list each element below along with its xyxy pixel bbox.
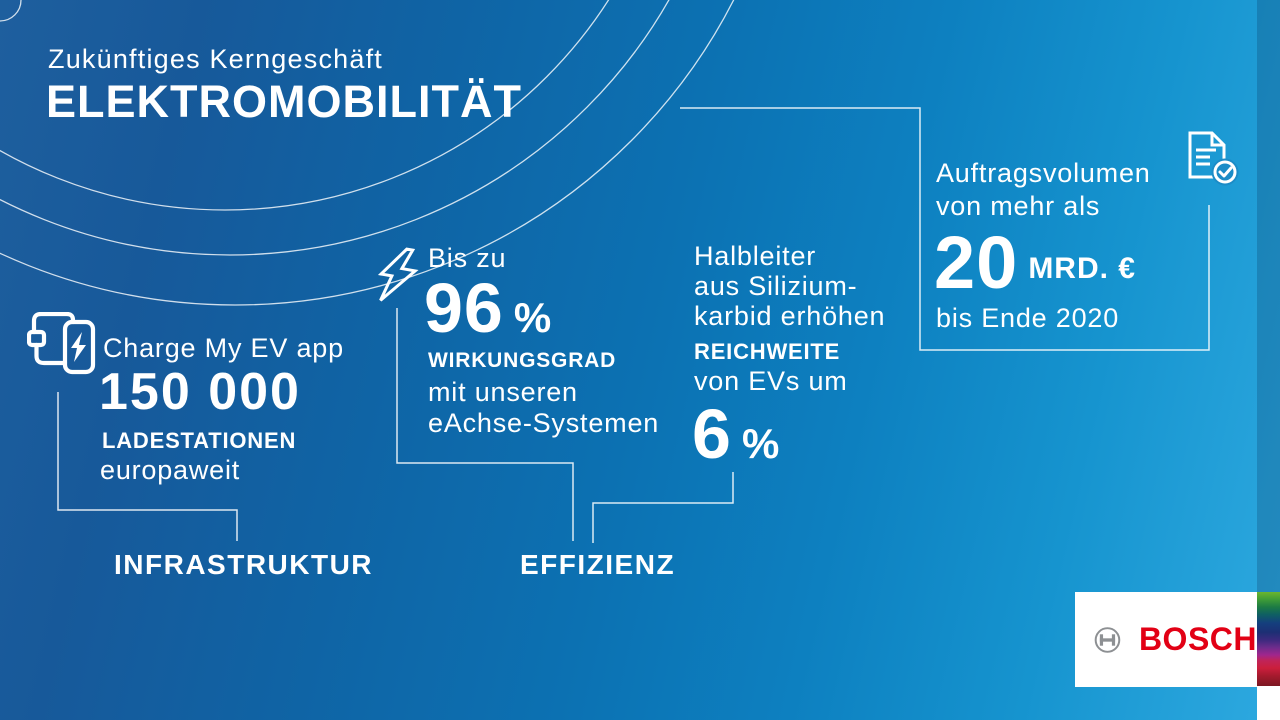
range-stat: 6 % [692,399,779,469]
efficiency-lead-in: Bis zu [428,243,507,273]
right-edge-shade [1257,0,1280,592]
infrastructure-stat-value: 150 000 [99,363,301,421]
infrastructure-app-name: Charge My EV app [103,333,344,363]
range-intro-line1: Halbleiter [694,241,817,271]
range-intro-line3: karbid erhöhen [694,301,886,331]
bosch-armature-icon [1094,626,1121,653]
bosch-supergraphic-strip [1257,592,1280,686]
infrastructure-stat-scope: europaweit [100,455,241,485]
efficiency-stat-label: WIRKUNGSGRAD [428,349,617,372]
corner-arc [0,0,22,22]
bosch-logo: BOSCH [1075,592,1257,687]
slide-title: ELEKTROMOBILITÄT [46,76,522,127]
efficiency-stat-value: 96 [424,269,504,347]
order-volume-stat-unit: MRD. € [1028,252,1136,285]
efficiency-detail-line1: mit unseren [428,377,578,407]
connector-efficiency-right [592,472,734,543]
order-volume-intro-line1: Auftragsvolumen [936,158,1151,188]
range-percent-sign: % [741,420,780,467]
order-volume-intro-line2: von mehr als [936,191,1101,221]
efficiency-detail-line2: eAchse-Systemen [428,408,660,438]
order-volume-timeframe: bis Ende 2020 [936,303,1120,333]
slide-kicker: Zukünftiges Kerngeschäft [48,44,383,74]
document-check-icon [1188,131,1239,186]
range-stat-value: 6 [692,395,732,473]
range-intro-line4: von EVs um [694,366,848,396]
range-stat-label: REICHWEITE [694,339,841,364]
bolt-glyph [71,332,86,362]
order-volume-stat: 20 MRD. € [934,226,1136,300]
lightning-bolt-icon [377,247,419,302]
range-intro-line2: aus Silizium- [694,271,858,301]
bosch-wordmark: BOSCH [1138,621,1257,657]
efficiency-category-label: EFFIZIENZ [520,549,676,580]
infrastructure-category-label: INFRASTRUKTUR [114,549,374,580]
right-edge-white-corner [1257,686,1280,720]
infrastructure-stat-label: LADESTATIONEN [102,428,297,453]
efficiency-percent-sign: % [513,294,552,341]
order-volume-stat-value: 20 [934,221,1019,304]
efficiency-stat: 96 % [424,273,551,343]
ev-charging-station-icon [27,312,96,375]
